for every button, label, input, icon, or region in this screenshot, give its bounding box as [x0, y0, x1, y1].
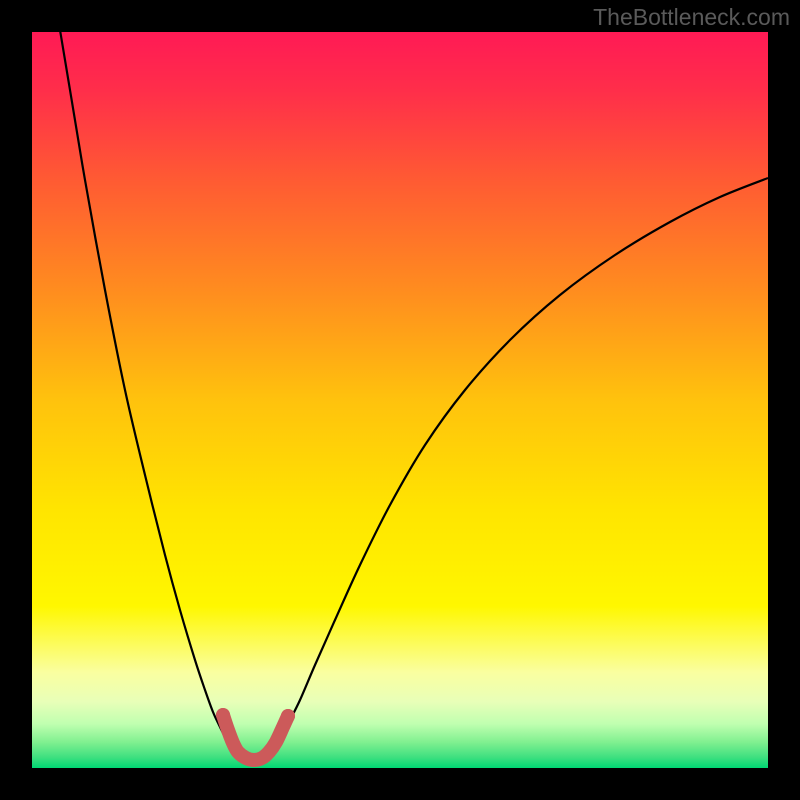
highlight-dot [216, 708, 230, 722]
chart-container: TheBottleneck.com [0, 0, 800, 800]
bottleneck-chart [0, 0, 800, 800]
highlight-dot [281, 709, 295, 723]
plot-background [32, 32, 768, 768]
watermark-text: TheBottleneck.com [593, 4, 790, 31]
